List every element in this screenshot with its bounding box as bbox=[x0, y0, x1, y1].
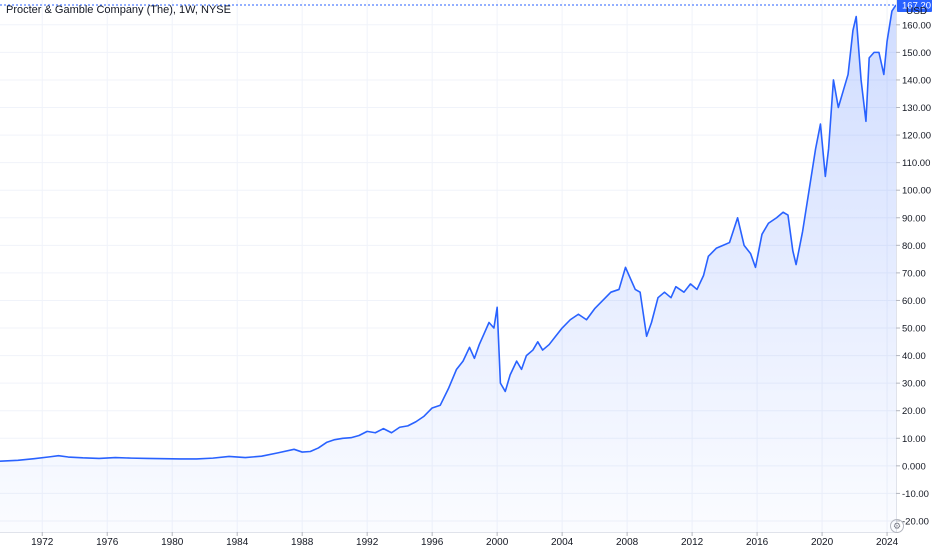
time-axis[interactable]: 1972 1976 1980 1984 1988 1992 1996 2000 2004 2008… bbox=[31, 532, 899, 548]
y-tick-label: 0.000 bbox=[902, 461, 926, 472]
settings-icon[interactable]: ⚙ bbox=[890, 519, 904, 533]
x-tick-label: 2024 bbox=[876, 537, 899, 548]
x-tick-label: 1984 bbox=[226, 537, 249, 548]
y-tick-label: 30.00 bbox=[902, 379, 926, 390]
x-tick-label: 1972 bbox=[31, 537, 54, 548]
y-tick-label: 10.00 bbox=[902, 434, 926, 445]
x-tick-label: 1980 bbox=[161, 537, 184, 548]
last-price-tag: 167.20 bbox=[897, 0, 932, 12]
series-area-fill bbox=[0, 4, 896, 532]
x-tick-label: 1988 bbox=[291, 537, 314, 548]
y-tick-label: 140.00 bbox=[902, 75, 931, 86]
currency-label[interactable]: USD bbox=[906, 6, 928, 17]
x-tick-label: 2000 bbox=[486, 537, 509, 548]
y-tick-label: -20.00 bbox=[902, 516, 929, 527]
x-tick-label: 2016 bbox=[746, 537, 769, 548]
price-axis[interactable]: 160.00 150.00 140.00 130.00 120.00 110.00 100.… bbox=[896, 20, 931, 527]
y-tick-label: 60.00 bbox=[902, 296, 926, 307]
y-tick-label: 110.00 bbox=[902, 158, 930, 169]
symbol-title: Procter & Gamble Company (The), 1W, NYSE bbox=[6, 4, 231, 16]
y-tick-label: 40.00 bbox=[902, 351, 926, 362]
y-tick-label: 130.00 bbox=[902, 103, 931, 114]
y-tick-label: -10.00 bbox=[902, 489, 929, 500]
x-tick-label: 1976 bbox=[96, 537, 119, 548]
x-tick-label: 2004 bbox=[551, 537, 574, 548]
x-tick-label: 2012 bbox=[681, 537, 704, 548]
last-price-tag-label: 167.20 bbox=[902, 0, 931, 11]
last-price-tag-bg bbox=[897, 0, 932, 12]
x-tick-label: 1992 bbox=[356, 537, 379, 548]
y-tick-label: 50.00 bbox=[902, 324, 926, 335]
y-tick-label: 70.00 bbox=[902, 268, 926, 279]
y-tick-label: 160.00 bbox=[902, 20, 931, 31]
y-tick-label: 20.00 bbox=[902, 406, 926, 417]
y-tick-label: 100.00 bbox=[902, 186, 931, 197]
x-tick-label: 2008 bbox=[616, 537, 639, 548]
series-line bbox=[0, 4, 897, 462]
x-tick-label: 1996 bbox=[421, 537, 444, 548]
y-tick-label: 90.00 bbox=[902, 213, 926, 224]
y-tick-label: 80.00 bbox=[902, 241, 926, 252]
y-tick-label: 150.00 bbox=[902, 48, 931, 59]
y-tick-label: 120.00 bbox=[902, 131, 931, 142]
x-tick-label: 2020 bbox=[811, 537, 834, 548]
